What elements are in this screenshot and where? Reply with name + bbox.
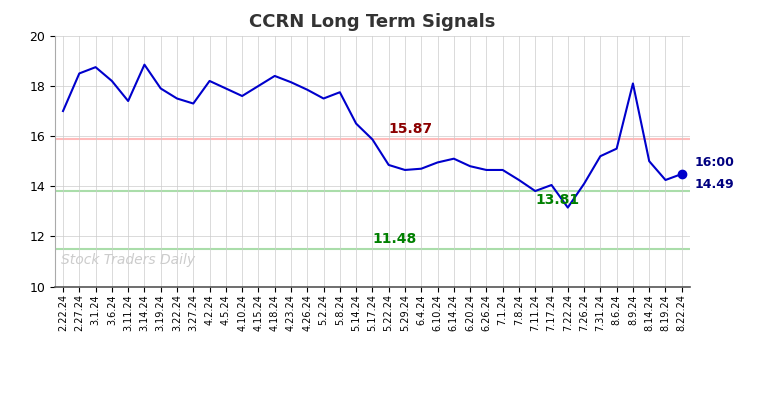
Text: 13.81: 13.81: [535, 193, 579, 207]
Text: 16:00: 16:00: [695, 156, 735, 170]
Text: Stock Traders Daily: Stock Traders Daily: [61, 252, 195, 267]
Text: 14.49: 14.49: [695, 178, 735, 191]
Text: 15.87: 15.87: [389, 122, 433, 137]
Text: 11.48: 11.48: [372, 232, 416, 246]
Title: CCRN Long Term Signals: CCRN Long Term Signals: [249, 14, 495, 31]
